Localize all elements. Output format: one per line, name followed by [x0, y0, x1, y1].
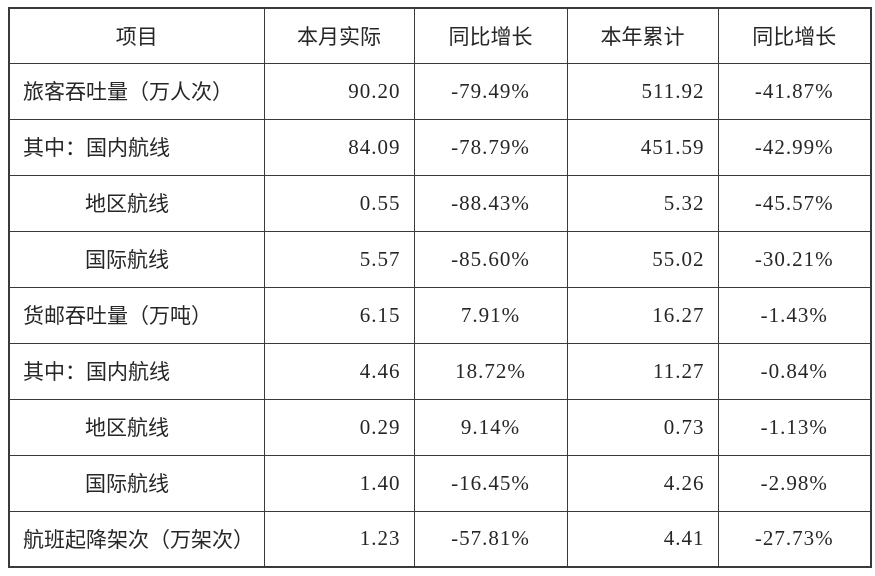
table-row: 货邮吞吐量（万吨） 6.15 7.91% 16.27 -1.43% — [8, 286, 872, 344]
table-row: 国际航线 1.40 -16.45% 4.26 -2.98% — [8, 454, 872, 512]
row-label-cell: 航班起降架次（万架次） — [8, 510, 265, 568]
ytd-total-cell: 11.27 — [566, 342, 719, 400]
row-label-cell: 地区航线 — [8, 174, 265, 232]
ytd-total-cell: 55.02 — [566, 230, 719, 288]
table-row: 地区航线 0.55 -88.43% 5.32 -45.57% — [8, 174, 872, 232]
header-cell-ytd-total: 本年累计 — [566, 7, 719, 64]
ytd-total-cell: 5.32 — [566, 174, 719, 232]
month-yoy-cell: 18.72% — [413, 342, 568, 400]
month-yoy-cell: -88.43% — [413, 174, 568, 232]
row-label-cell: 国际航线 — [8, 454, 265, 512]
month-yoy-cell: -57.81% — [413, 510, 568, 568]
ytd-yoy-cell: -1.13% — [717, 398, 872, 456]
month-yoy-cell: 9.14% — [413, 398, 568, 456]
month-actual-cell: 90.20 — [263, 62, 415, 120]
month-yoy-cell: -79.49% — [413, 62, 568, 120]
table-row: 其中：国内航线 4.46 18.72% 11.27 -0.84% — [8, 342, 872, 400]
header-cell-item: 项目 — [8, 7, 265, 64]
ytd-total-cell: 4.41 — [566, 510, 719, 568]
month-actual-cell: 6.15 — [263, 286, 415, 344]
table-row: 旅客吞吐量（万人次） 90.20 -79.49% 511.92 -41.87% — [8, 62, 872, 120]
row-label-cell: 货邮吞吐量（万吨） — [8, 286, 265, 344]
table-header-row: 项目 本月实际 同比增长 本年累计 同比增长 — [8, 7, 872, 64]
month-actual-cell: 0.29 — [263, 398, 415, 456]
ytd-yoy-cell: -1.43% — [717, 286, 872, 344]
ytd-total-cell: 16.27 — [566, 286, 719, 344]
ytd-total-cell: 4.26 — [566, 454, 719, 512]
ytd-yoy-cell: -0.84% — [717, 342, 872, 400]
month-yoy-cell: -16.45% — [413, 454, 568, 512]
row-label-cell: 其中：国内航线 — [8, 118, 265, 176]
month-yoy-cell: -78.79% — [413, 118, 568, 176]
table-body: 旅客吞吐量（万人次） 90.20 -79.49% 511.92 -41.87% 其中：国内… — [8, 62, 872, 568]
ytd-total-cell: 0.73 — [566, 398, 719, 456]
ytd-yoy-cell: -30.21% — [717, 230, 872, 288]
ytd-yoy-cell: -41.87% — [717, 62, 872, 120]
airport-traffic-table: 项目 本月实际 同比增长 本年累计 同比增长 旅客吞吐量（万人次） 90.20 -7… — [8, 7, 872, 568]
ytd-total-cell: 451.59 — [566, 118, 719, 176]
month-actual-cell: 84.09 — [263, 118, 415, 176]
ytd-total-cell: 511.92 — [566, 62, 719, 120]
row-label-cell: 其中：国内航线 — [8, 342, 265, 400]
header-cell-month-yoy: 同比增长 — [413, 7, 568, 64]
row-label-cell: 国际航线 — [8, 230, 265, 288]
table-row: 地区航线 0.29 9.14% 0.73 -1.13% — [8, 398, 872, 456]
table-row: 航班起降架次（万架次） 1.23 -57.81% 4.41 -27.73% — [8, 510, 872, 568]
month-actual-cell: 4.46 — [263, 342, 415, 400]
month-yoy-cell: -85.60% — [413, 230, 568, 288]
month-yoy-cell: 7.91% — [413, 286, 568, 344]
table-row: 其中：国内航线 84.09 -78.79% 451.59 -42.99% — [8, 118, 872, 176]
ytd-yoy-cell: -45.57% — [717, 174, 872, 232]
ytd-yoy-cell: -2.98% — [717, 454, 872, 512]
header-cell-ytd-yoy: 同比增长 — [717, 7, 872, 64]
header-cell-month-actual: 本月实际 — [263, 7, 415, 64]
table-row: 国际航线 5.57 -85.60% 55.02 -30.21% — [8, 230, 872, 288]
row-label-cell: 地区航线 — [8, 398, 265, 456]
row-label-cell: 旅客吞吐量（万人次） — [8, 62, 265, 120]
ytd-yoy-cell: -27.73% — [717, 510, 872, 568]
month-actual-cell: 0.55 — [263, 174, 415, 232]
month-actual-cell: 5.57 — [263, 230, 415, 288]
ytd-yoy-cell: -42.99% — [717, 118, 872, 176]
month-actual-cell: 1.23 — [263, 510, 415, 568]
month-actual-cell: 1.40 — [263, 454, 415, 512]
